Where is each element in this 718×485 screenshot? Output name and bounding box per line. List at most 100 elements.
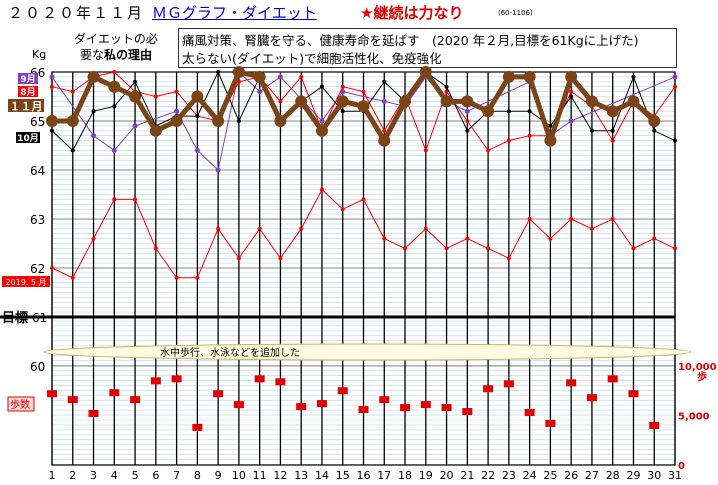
x-tick-label: 3 — [90, 469, 97, 482]
series-point — [336, 95, 349, 108]
series-point — [340, 109, 345, 114]
series-point — [631, 246, 636, 251]
x-tick-label: 20 — [440, 469, 454, 482]
x-tick-label: 22 — [481, 469, 495, 482]
series-point — [70, 148, 75, 153]
series-point — [486, 246, 491, 251]
series-point — [465, 128, 470, 133]
series-point — [153, 246, 158, 251]
series-point — [423, 148, 428, 153]
series-point — [299, 74, 304, 79]
series-point — [361, 89, 366, 94]
series-point — [253, 70, 266, 83]
steps-marker — [400, 404, 411, 412]
y-tick-label: 64 — [30, 164, 45, 178]
series-point — [340, 207, 345, 212]
series-point — [174, 89, 179, 94]
series-line — [52, 67, 656, 149]
series-point — [299, 226, 304, 231]
series-point — [195, 275, 200, 280]
legend-tag — [18, 73, 38, 84]
series-point — [195, 114, 200, 119]
series-point — [91, 133, 97, 139]
legend-tag-label: 2019. 5 月 — [5, 278, 46, 287]
x-tick-label: 31 — [668, 469, 682, 482]
series-point — [357, 100, 370, 113]
y-tick-label: 62 — [30, 262, 45, 276]
steps-tick-label: 5,000 — [678, 412, 710, 423]
series-point — [548, 123, 553, 128]
series-point — [274, 115, 287, 127]
series-point — [506, 138, 511, 143]
reason-text-line1: 痛風対策、腎臓を守る、健康寿命を延ばす (2020 年２月,目標を61Kgに上げ… — [182, 33, 639, 48]
x-tick-label: 17 — [377, 469, 391, 482]
x-tick-label: 30 — [647, 469, 661, 482]
steps-unit-label: 歩 — [697, 370, 707, 383]
x-tick-label: 4 — [111, 469, 118, 482]
series-point — [423, 226, 428, 231]
legend-tag — [2, 276, 50, 287]
x-tick-label: 24 — [523, 469, 537, 482]
legend-tag-label: １１月 — [10, 100, 43, 113]
steps-marker — [296, 403, 307, 411]
series-point — [502, 70, 515, 83]
x-tick-label: 14 — [315, 469, 329, 482]
series-point — [50, 266, 54, 270]
steps-marker — [586, 394, 597, 402]
series-point — [382, 236, 387, 241]
series-point — [133, 79, 138, 84]
reason-box — [178, 28, 677, 68]
series-point — [174, 275, 179, 280]
series-point — [49, 74, 55, 80]
series-point — [236, 79, 241, 84]
legend-tag — [16, 132, 40, 143]
series-point — [589, 226, 594, 231]
steps-marker — [545, 419, 556, 427]
steps-marker — [503, 380, 514, 388]
series-point — [482, 105, 495, 118]
y-tick-label: 60 — [30, 360, 45, 374]
x-tick-label: 15 — [336, 469, 350, 482]
series-point — [506, 256, 511, 261]
series-point — [589, 128, 594, 133]
series-point — [129, 90, 142, 103]
series-point — [108, 80, 121, 93]
series-point — [548, 236, 553, 241]
series-point — [440, 95, 453, 108]
series-point — [70, 89, 75, 94]
series-point — [194, 147, 200, 153]
series-point — [673, 246, 677, 251]
steps-marker — [649, 421, 660, 429]
steps-marker — [379, 396, 390, 404]
x-tick-label: 23 — [502, 469, 516, 482]
series-point — [319, 84, 324, 89]
series-point — [132, 123, 138, 129]
series-point — [112, 104, 117, 109]
series-point — [399, 95, 412, 108]
series-point — [419, 66, 432, 78]
series-point — [278, 256, 283, 261]
steps-marker — [47, 390, 57, 398]
graph-link[interactable]: ＭＧグラフ・ダイエット — [152, 4, 317, 22]
steps-marker — [483, 385, 494, 393]
series-point — [112, 197, 117, 202]
x-tick-label: 26 — [564, 469, 578, 482]
steps-marker — [213, 390, 224, 398]
steps-marker — [316, 400, 327, 408]
steps-marker — [67, 396, 78, 404]
series-point — [652, 128, 657, 133]
steps-marker — [88, 410, 99, 418]
steps-marker — [566, 379, 577, 387]
series-point — [277, 74, 283, 80]
series-point — [464, 108, 470, 114]
series-point — [236, 256, 241, 261]
page-title: ２０２０年１１月 — [8, 4, 145, 22]
x-tick-label: 19 — [419, 469, 433, 482]
steps-marker — [275, 378, 286, 386]
steps-marker — [358, 406, 369, 414]
steps-tick-label: 10,000 — [678, 362, 717, 373]
steps-marker — [192, 423, 203, 431]
reason-label-bold: 私の理由 — [104, 48, 153, 62]
series-point — [652, 236, 657, 241]
